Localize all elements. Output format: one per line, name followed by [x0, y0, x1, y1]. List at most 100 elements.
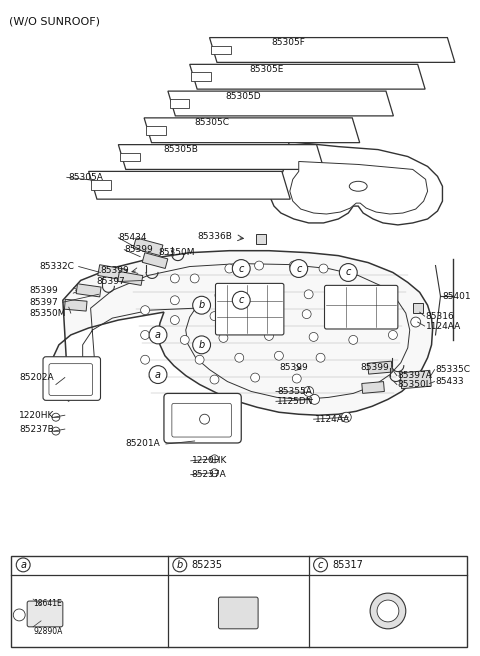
Circle shape	[149, 365, 167, 384]
Circle shape	[219, 333, 228, 342]
Circle shape	[52, 413, 60, 421]
Text: 85355A: 85355A	[277, 387, 312, 396]
Polygon shape	[290, 161, 428, 214]
Circle shape	[192, 297, 211, 314]
Circle shape	[346, 314, 355, 323]
Text: 85305E: 85305E	[249, 65, 284, 74]
Circle shape	[141, 356, 150, 364]
Text: b: b	[199, 340, 205, 350]
Circle shape	[211, 469, 218, 477]
Circle shape	[173, 558, 187, 572]
Text: 85350M: 85350M	[29, 308, 66, 318]
Circle shape	[313, 558, 327, 572]
Circle shape	[192, 336, 211, 354]
Polygon shape	[256, 234, 266, 244]
Circle shape	[257, 309, 265, 318]
Text: 85316: 85316	[426, 312, 455, 321]
Text: 85201A: 85201A	[125, 440, 160, 449]
FancyBboxPatch shape	[27, 601, 63, 627]
Circle shape	[377, 600, 399, 622]
Text: b: b	[199, 300, 205, 310]
Circle shape	[190, 274, 199, 283]
Text: 85305B: 85305B	[163, 145, 198, 154]
Text: 85332C: 85332C	[39, 262, 74, 271]
Circle shape	[200, 414, 210, 424]
Text: 85202A: 85202A	[19, 373, 54, 382]
Circle shape	[264, 331, 274, 340]
Text: 85433: 85433	[435, 377, 464, 386]
Polygon shape	[190, 64, 425, 89]
Text: a: a	[155, 330, 161, 340]
Text: 85305A: 85305A	[69, 173, 104, 182]
Circle shape	[275, 352, 283, 360]
Text: 85336B: 85336B	[198, 232, 232, 241]
Circle shape	[141, 331, 150, 339]
Polygon shape	[168, 91, 394, 116]
FancyBboxPatch shape	[43, 357, 100, 400]
Polygon shape	[169, 99, 190, 108]
Circle shape	[210, 375, 219, 384]
Text: a: a	[20, 560, 26, 570]
Circle shape	[304, 290, 313, 298]
Circle shape	[232, 291, 250, 309]
Polygon shape	[91, 180, 110, 190]
Circle shape	[292, 374, 301, 383]
FancyBboxPatch shape	[218, 597, 258, 629]
Circle shape	[211, 455, 218, 462]
Text: 85397: 85397	[29, 298, 58, 307]
Circle shape	[251, 373, 260, 382]
Text: 1220HK: 1220HK	[19, 411, 55, 420]
Circle shape	[215, 291, 224, 300]
Circle shape	[370, 593, 406, 629]
Text: 1125DN: 1125DN	[277, 397, 313, 406]
Text: 85399: 85399	[360, 363, 389, 372]
FancyBboxPatch shape	[49, 363, 93, 396]
Ellipse shape	[349, 181, 367, 191]
Text: 85305F: 85305F	[271, 38, 305, 47]
Circle shape	[349, 335, 358, 344]
Text: 18641E: 18641E	[33, 599, 62, 608]
Circle shape	[170, 296, 180, 304]
Circle shape	[180, 335, 189, 344]
Text: 85397: 85397	[96, 277, 125, 286]
Circle shape	[254, 261, 264, 270]
Circle shape	[170, 274, 180, 283]
Polygon shape	[133, 238, 163, 256]
Text: c: c	[239, 264, 244, 274]
Circle shape	[16, 558, 30, 572]
Text: c: c	[346, 268, 351, 277]
Circle shape	[310, 394, 320, 404]
Circle shape	[302, 310, 311, 319]
Polygon shape	[64, 299, 87, 311]
Text: 85401: 85401	[443, 292, 471, 301]
Circle shape	[341, 412, 351, 422]
Text: 85397A: 85397A	[398, 371, 433, 380]
Text: 85399: 85399	[100, 266, 129, 275]
Text: 85434: 85434	[119, 234, 147, 242]
Text: a: a	[155, 369, 161, 380]
Text: (W/O SUNROOF): (W/O SUNROOF)	[9, 17, 100, 27]
FancyBboxPatch shape	[216, 283, 284, 335]
Polygon shape	[76, 284, 101, 297]
Polygon shape	[120, 153, 140, 161]
FancyBboxPatch shape	[324, 285, 398, 329]
Text: c: c	[318, 560, 323, 570]
Polygon shape	[400, 371, 431, 389]
Text: 85235: 85235	[192, 560, 223, 570]
Circle shape	[52, 427, 60, 435]
Circle shape	[349, 294, 358, 302]
Circle shape	[411, 317, 420, 327]
Polygon shape	[12, 556, 467, 647]
Text: 85335C: 85335C	[435, 365, 470, 374]
Polygon shape	[368, 361, 392, 374]
Text: 85399: 85399	[29, 286, 58, 295]
Circle shape	[170, 316, 180, 325]
Circle shape	[149, 326, 167, 344]
Polygon shape	[142, 253, 168, 268]
Circle shape	[13, 609, 25, 621]
Text: 85350L: 85350L	[398, 380, 432, 389]
FancyBboxPatch shape	[164, 394, 241, 443]
Circle shape	[384, 311, 393, 319]
Circle shape	[309, 333, 318, 341]
Polygon shape	[118, 272, 143, 285]
